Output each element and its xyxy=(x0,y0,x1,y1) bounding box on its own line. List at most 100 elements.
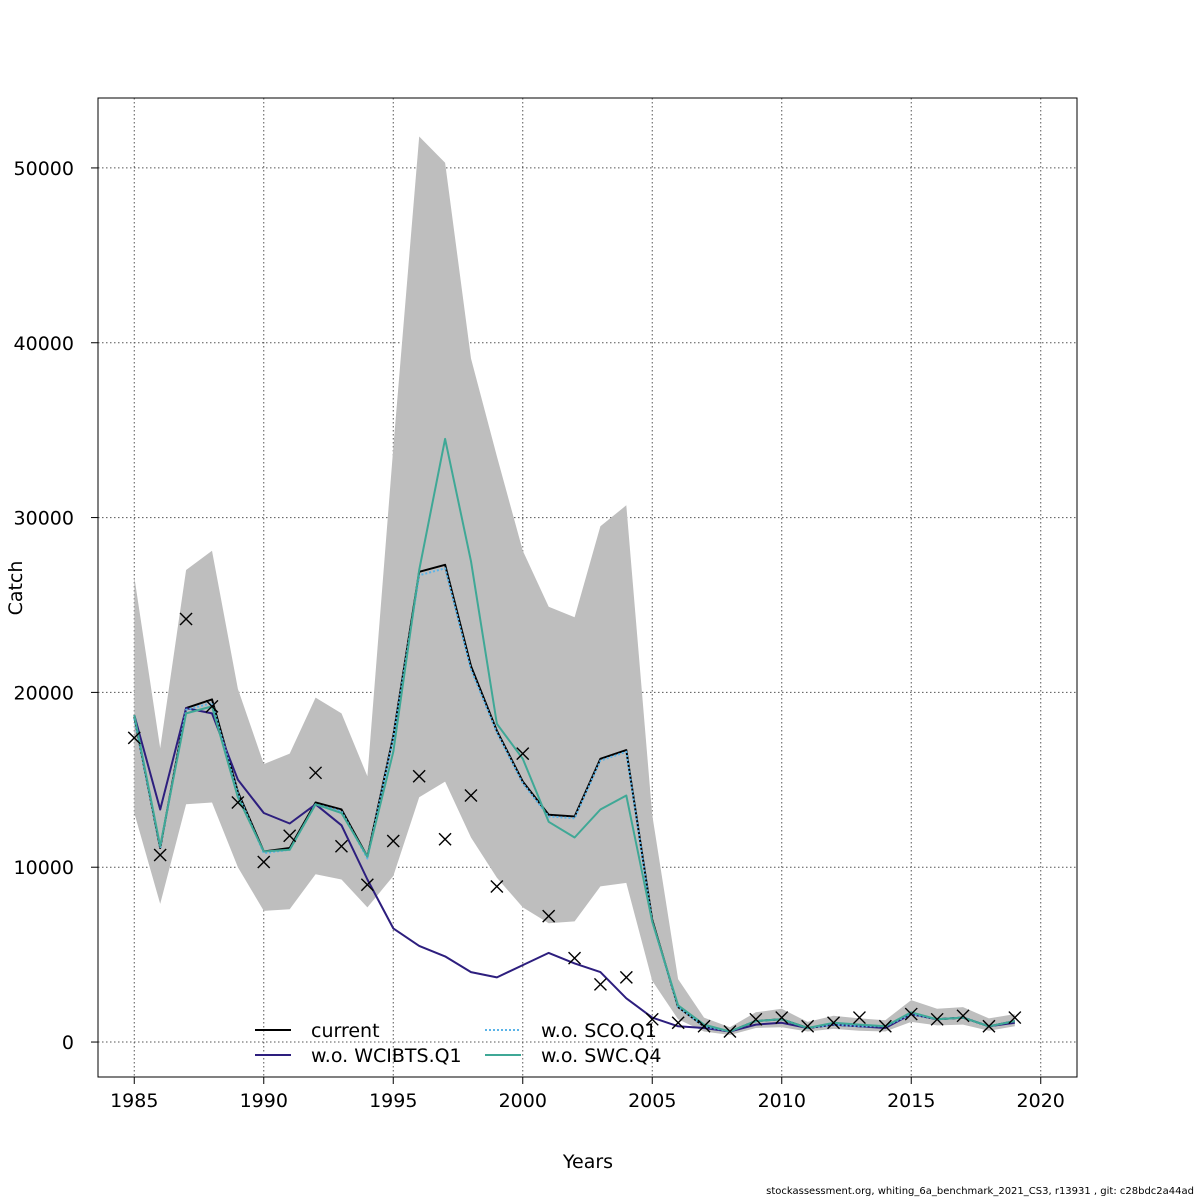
confidence-band-layer xyxy=(134,136,1015,1035)
y-tick-label: 50000 xyxy=(14,158,74,180)
marker-stroke xyxy=(283,829,297,843)
marker-stroke xyxy=(542,909,556,923)
observation-marker xyxy=(568,951,582,965)
marker-stroke xyxy=(697,1019,711,1033)
series-lines-layer xyxy=(133,437,1015,1033)
observation-marker xyxy=(852,1011,866,1025)
observation-marker xyxy=(386,834,400,848)
observation-marker xyxy=(412,769,426,783)
observation-marker xyxy=(801,1019,815,1033)
observation-marker xyxy=(775,1011,789,1025)
marker-stroke xyxy=(179,612,193,626)
observation-marker xyxy=(645,1012,659,1026)
legend-label-3: w.o. SWC.Q4 xyxy=(541,1045,661,1067)
observation-marker xyxy=(438,832,452,846)
observation-marker xyxy=(231,796,245,810)
x-tick-label: 1995 xyxy=(369,1090,417,1112)
observation-marker xyxy=(283,829,297,843)
marker-stroke xyxy=(930,1012,944,1026)
marker-stroke xyxy=(205,699,219,713)
series-line-3 xyxy=(133,437,1015,1033)
marker-stroke xyxy=(568,951,582,965)
footer-credit: stockassessment.org, whiting_6a_benchmar… xyxy=(766,1186,1194,1197)
observation-marker xyxy=(982,1019,996,1033)
legend-label-2: w.o. SCO.Q1 xyxy=(541,1020,657,1042)
x-tick-label: 2020 xyxy=(1017,1090,1065,1112)
marker-stroke xyxy=(490,879,504,893)
marker-stroke xyxy=(775,1011,789,1025)
observation-markers-layer xyxy=(127,612,1022,1039)
observation-marker xyxy=(827,1016,841,1030)
y-tick-label: 10000 xyxy=(14,857,74,879)
series-line-1 xyxy=(133,707,1015,1033)
x-axis-title: Years xyxy=(562,1151,613,1173)
y-tick-label: 0 xyxy=(62,1032,74,1054)
marker-stroke xyxy=(878,1019,892,1033)
marker-stroke xyxy=(309,766,323,780)
observation-marker xyxy=(1008,1011,1022,1025)
observation-marker xyxy=(153,848,167,862)
marker-stroke xyxy=(438,832,452,846)
marker-stroke xyxy=(827,1016,841,1030)
observation-marker xyxy=(878,1019,892,1033)
observation-marker xyxy=(127,731,141,745)
observation-marker xyxy=(749,1012,763,1026)
marker-stroke xyxy=(904,1007,918,1021)
marker-stroke xyxy=(671,1016,685,1030)
observation-marker xyxy=(490,879,504,893)
observation-marker xyxy=(723,1025,737,1039)
observation-marker xyxy=(179,612,193,626)
marker-stroke xyxy=(801,1019,815,1033)
x-axis: 1985 1990 1995 2000 2005 2010 2015 2020 xyxy=(110,1077,1065,1112)
marker-stroke xyxy=(852,1011,866,1025)
observation-marker xyxy=(904,1007,918,1021)
y-axis: 0 10000 20000 30000 40000 50000 xyxy=(14,158,98,1054)
confidence-band xyxy=(134,136,1015,1035)
y-tick-label: 40000 xyxy=(14,333,74,355)
marker-stroke xyxy=(360,878,374,892)
marker-stroke xyxy=(412,769,426,783)
observation-marker xyxy=(619,970,633,984)
x-tick-label: 1985 xyxy=(110,1090,158,1112)
marker-stroke xyxy=(464,789,478,803)
observation-marker xyxy=(334,839,348,853)
marker-stroke xyxy=(231,796,245,810)
x-tick-label: 2010 xyxy=(758,1090,806,1112)
marker-stroke xyxy=(593,977,607,991)
observation-marker xyxy=(593,977,607,991)
observation-marker xyxy=(542,909,556,923)
y-tick-label: 30000 xyxy=(14,508,74,530)
observation-marker xyxy=(697,1019,711,1033)
marker-stroke xyxy=(1008,1011,1022,1025)
marker-stroke xyxy=(516,747,530,761)
marker-stroke xyxy=(956,1009,970,1023)
observation-marker xyxy=(930,1012,944,1026)
observation-marker xyxy=(205,699,219,713)
marker-stroke xyxy=(723,1025,737,1039)
legend-label-0: current xyxy=(311,1020,380,1042)
x-tick-label: 2000 xyxy=(499,1090,547,1112)
observation-marker xyxy=(516,747,530,761)
plot-frame xyxy=(97,97,1078,1078)
marker-stroke xyxy=(982,1019,996,1033)
x-tick-label: 2015 xyxy=(887,1090,935,1112)
marker-stroke xyxy=(257,855,271,869)
marker-stroke xyxy=(334,839,348,853)
marker-stroke xyxy=(619,970,633,984)
legend: current w.o. WCIBTS.Q1 w.o. SCO.Q1 w.o. SWC… xyxy=(255,1020,661,1067)
observation-marker xyxy=(671,1016,685,1030)
marker-stroke xyxy=(153,848,167,862)
marker-stroke xyxy=(386,834,400,848)
y-tick-label: 20000 xyxy=(14,682,74,704)
marker-stroke xyxy=(645,1012,659,1026)
marker-stroke xyxy=(127,731,141,745)
x-tick-label: 2005 xyxy=(628,1090,676,1112)
observation-marker xyxy=(309,766,323,780)
observation-marker xyxy=(360,878,374,892)
legend-label-1: w.o. WCIBTS.Q1 xyxy=(311,1045,462,1067)
observation-marker xyxy=(464,789,478,803)
observation-marker xyxy=(956,1009,970,1023)
x-tick-label: 1990 xyxy=(240,1090,288,1112)
y-axis-title: Catch xyxy=(5,561,27,616)
